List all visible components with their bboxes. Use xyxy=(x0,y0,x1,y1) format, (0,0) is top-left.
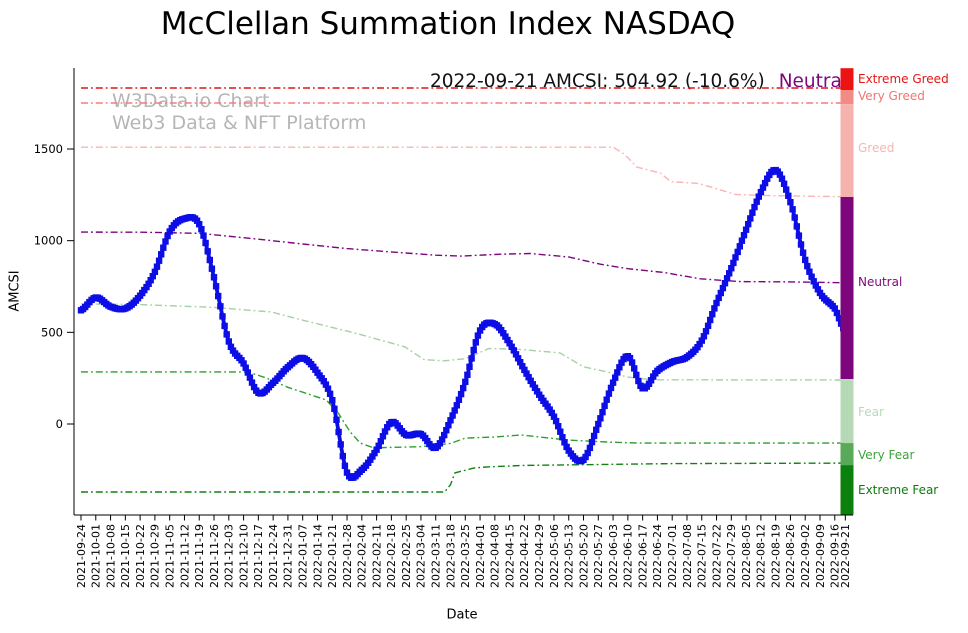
x-tick-label: 2022-08-26 xyxy=(784,524,797,588)
x-tick-label: 2022-09-21 xyxy=(839,524,852,588)
x-tick-label: 2021-12-10 xyxy=(237,524,250,588)
x-tick-label: 2022-07-22 xyxy=(710,524,723,588)
zone-label-extreme-fear: Extreme Fear xyxy=(858,483,938,497)
x-tick-label: 2022-05-20 xyxy=(577,524,590,588)
y-tick-label: 0 xyxy=(56,417,63,431)
colorbar-very-greed xyxy=(840,90,854,105)
x-tick-label: 2022-07-15 xyxy=(696,524,709,588)
x-tick-label: 2022-07-01 xyxy=(666,524,679,588)
x-tick-label: 2022-03-18 xyxy=(444,524,457,588)
x-tick-label: 2022-06-17 xyxy=(636,524,649,588)
annotation: 2022-09-21 AMCSI: 504.92 (-10.6%) Neutral xyxy=(430,71,847,92)
x-tick-label: 2021-09-24 xyxy=(75,524,88,588)
x-tick-label: 2022-08-05 xyxy=(740,524,753,588)
x-tick-label: 2022-09-02 xyxy=(799,524,812,588)
fear-line xyxy=(80,303,846,381)
x-tick-label: 2022-01-28 xyxy=(341,524,354,588)
zone-label-very-fear: Very Fear xyxy=(858,448,914,462)
y-tick-label: 1500 xyxy=(34,142,63,156)
colorbar-greed xyxy=(840,104,854,197)
x-axis-label: Date xyxy=(446,607,478,623)
x-tick-label: 2021-10-15 xyxy=(119,524,132,588)
x-tick-label: 2022-07-29 xyxy=(725,524,738,588)
x-tick-label: 2021-12-31 xyxy=(282,524,295,588)
x-tick-label: 2022-05-13 xyxy=(563,524,576,588)
x-tick-label: 2022-04-22 xyxy=(518,524,531,588)
x-tick-label: 2022-04-01 xyxy=(474,524,487,588)
x-tick-label: 2022-04-15 xyxy=(503,524,516,588)
zone-label-neutral: Neutral xyxy=(858,275,902,289)
x-tick-label: 2022-02-18 xyxy=(385,524,398,588)
zone-label-extreme-greed: Extreme Greed xyxy=(858,72,949,86)
x-tick-label: 2022-03-11 xyxy=(430,524,443,588)
x-tick-label: 2022-01-14 xyxy=(311,524,324,588)
x-tick-label: 2022-08-19 xyxy=(769,524,782,588)
zone-label-fear: Fear xyxy=(858,405,884,419)
x-tick-label: 2022-02-11 xyxy=(370,524,383,588)
x-tick-label: 2022-07-08 xyxy=(681,524,694,588)
x-tick-label: 2021-12-03 xyxy=(223,524,236,588)
x-tick-label: 2022-06-03 xyxy=(607,524,620,588)
x-tick-label: 2021-10-22 xyxy=(134,524,147,588)
x-tick-label: 2022-06-10 xyxy=(622,524,635,588)
extreme-fear-line xyxy=(81,462,846,493)
x-tick-label: 2022-04-08 xyxy=(489,524,502,588)
colorbar-fear xyxy=(840,379,854,444)
colorbar-extreme-fear xyxy=(840,465,854,515)
x-tick-label: 2022-08-12 xyxy=(755,524,768,588)
x-tick-label: 2021-11-19 xyxy=(193,524,206,588)
x-tick-label: 2021-10-29 xyxy=(149,524,162,588)
x-tick-label: 2022-01-07 xyxy=(297,524,310,588)
x-tick-label: 2021-11-12 xyxy=(178,524,191,588)
y-tick-label: 1000 xyxy=(34,234,63,248)
x-tick-label: 2022-04-29 xyxy=(533,524,546,588)
annotation-sentiment: Neutral xyxy=(778,71,847,92)
x-tick-label: 2022-06-24 xyxy=(651,524,664,588)
greed-line xyxy=(81,146,846,198)
x-tick-label: 2022-01-21 xyxy=(326,524,339,588)
annotation-latest-text: 2022-09-21 AMCSI: 504.92 (-10.6%) xyxy=(429,71,765,92)
colorbar-very-fear xyxy=(840,443,854,466)
colorbar-extreme-greed xyxy=(840,68,854,90)
x-tick-label: 2022-09-16 xyxy=(829,524,842,588)
x-tick-label: 2022-05-06 xyxy=(548,524,561,588)
x-tick-label: 2022-03-04 xyxy=(415,524,428,588)
y-tick-label: 500 xyxy=(41,325,63,339)
zone-label-very-greed: Very Greed xyxy=(858,89,925,103)
x-tick-label: 2021-12-24 xyxy=(267,524,280,588)
very-fear-line xyxy=(81,371,846,449)
watermark: W3Data.io Chart Web3 Data & NFT Platform xyxy=(112,90,366,134)
zone-label-greed: Greed xyxy=(858,141,894,155)
x-tick-label: 2021-10-08 xyxy=(104,524,117,588)
colorbar-neutral xyxy=(840,197,854,379)
neutral-line xyxy=(80,231,846,284)
watermark-line1: W3Data.io Chart xyxy=(112,90,270,112)
x-tick-label: 2022-09-09 xyxy=(814,524,827,588)
watermark-line2: Web3 Data & NFT Platform xyxy=(112,112,367,134)
x-tick-label: 2022-05-27 xyxy=(592,524,605,588)
x-tick-label: 2021-11-26 xyxy=(208,524,221,588)
x-tick-label: 2022-02-04 xyxy=(356,524,369,588)
x-tick-label: 2021-11-05 xyxy=(163,524,176,588)
x-tick-label: 2022-02-25 xyxy=(400,524,413,588)
x-tick-label: 2021-12-17 xyxy=(252,524,265,588)
x-tick-label: 2022-03-25 xyxy=(459,524,472,588)
chart-title: McClellan Summation Index NASDAQ xyxy=(160,6,736,42)
x-tick-label: 2021-10-01 xyxy=(90,524,103,588)
amcsi-markers xyxy=(77,166,849,481)
